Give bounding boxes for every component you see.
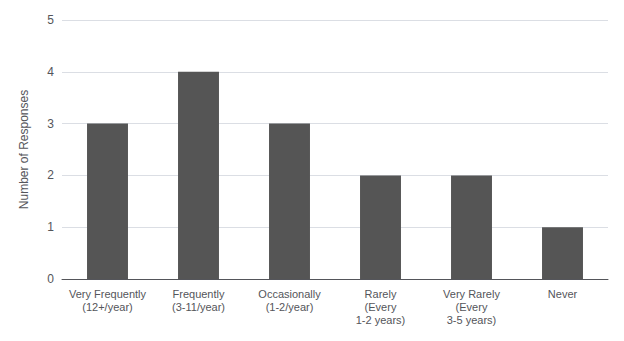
svg-text:Never: Never (548, 288, 578, 300)
svg-text:Occasionally: Occasionally (258, 288, 321, 300)
svg-text:0: 0 (47, 272, 54, 286)
svg-text:Frequently: Frequently (173, 288, 225, 300)
svg-text:1: 1 (47, 220, 54, 234)
svg-text:Rarely: Rarely (365, 288, 397, 300)
svg-text:4: 4 (47, 65, 54, 79)
svg-text:5: 5 (47, 13, 54, 27)
svg-text:(3-11/year): (3-11/year) (172, 301, 225, 313)
svg-text:Very Rarely: Very Rarely (443, 288, 500, 300)
svg-text:(Every: (Every (365, 301, 397, 313)
svg-text:(12+/year): (12+/year) (82, 301, 132, 313)
svg-text:Very Frequently: Very Frequently (69, 288, 147, 300)
svg-text:(Every: (Every (456, 301, 488, 313)
svg-text:Number of Responses: Number of Responses (17, 90, 31, 209)
svg-text:(1-2/year): (1-2/year) (266, 301, 314, 313)
svg-text:2: 2 (47, 168, 54, 182)
svg-text:3: 3 (47, 117, 54, 131)
svg-text:3-5 years): 3-5 years) (447, 314, 497, 326)
svg-text:1-2 years): 1-2 years) (356, 314, 406, 326)
